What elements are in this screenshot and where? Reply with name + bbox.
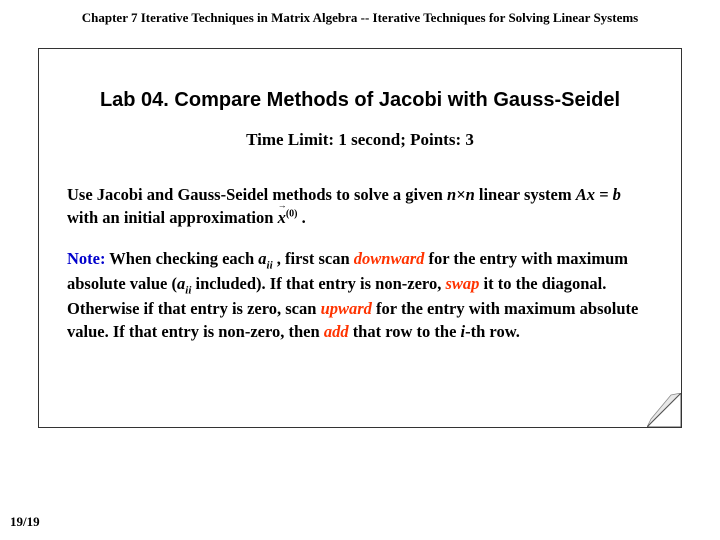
p2-aii: a [258,249,266,268]
note-label: Note: [67,249,105,268]
paragraph-2: Note: When checking each aii , first sca… [67,248,653,344]
p2-a: When checking each [105,249,258,268]
p2-b: , first scan [273,249,354,268]
p1-text-c: with an initial approximation [67,208,278,227]
p1-sup: (0) [286,208,298,219]
p2-downward: downward [354,249,425,268]
slide-header: Chapter 7 Iterative Techniques in Matrix… [0,0,720,26]
p1-x-vector: →x [278,207,286,230]
page-number: 19/19 [10,514,40,530]
content-frame: Lab 04. Compare Methods of Jacobi with G… [38,48,682,428]
p1-text-a: Use Jacobi and Gauss-Seidel methods to s… [67,185,447,204]
vector-arrow-icon: → [278,199,286,211]
p2-d: included). If that entry is non-zero, [191,274,445,293]
page-curl-icon [647,393,681,427]
p2-g: that row to the [349,322,461,341]
paragraph-1: Use Jacobi and Gauss-Seidel methods to s… [67,184,653,230]
p1-equation: Ax = b [576,185,621,204]
p2-add: add [324,322,349,341]
p2-h: -th row. [465,322,520,341]
p2-upward: upward [321,299,372,318]
lab-title: Lab 04. Compare Methods of Jacobi with G… [67,89,653,112]
p1-text-d: . [298,208,306,227]
subtitle: Time Limit: 1 second; Points: 3 [67,130,653,150]
p1-text-b: linear system [475,185,576,204]
p1-nxn: n×n [447,185,475,204]
p2-swap: swap [445,274,479,293]
